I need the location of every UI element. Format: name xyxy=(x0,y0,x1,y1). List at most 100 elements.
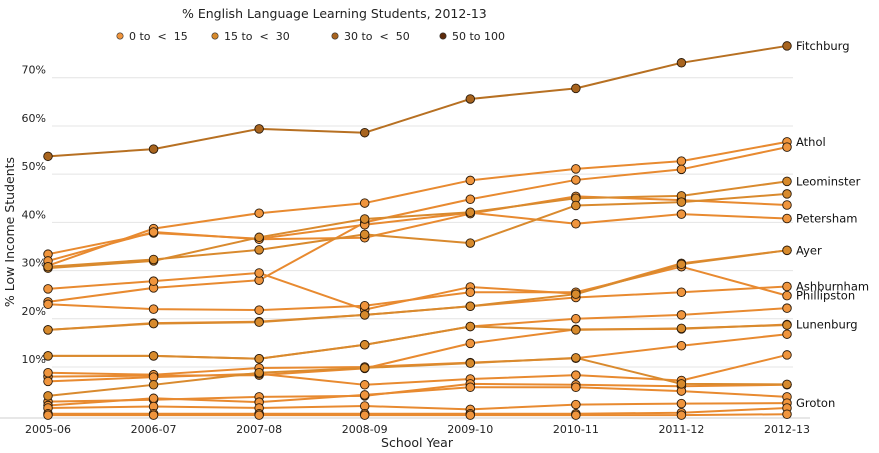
series-line xyxy=(47,356,788,397)
series-end-label: Lunenburg xyxy=(796,318,858,332)
data-point xyxy=(148,351,159,361)
data-point xyxy=(571,200,581,211)
series-end-label: Phillipston xyxy=(796,289,855,303)
x-tick-label: 2005-06 xyxy=(25,423,71,436)
legend-swatch xyxy=(116,32,124,40)
series-line xyxy=(47,353,788,386)
data-point xyxy=(782,213,792,224)
data-point xyxy=(571,370,581,380)
data-point xyxy=(254,268,264,278)
series-end-label: Leominster xyxy=(796,174,861,188)
data-point xyxy=(43,351,53,361)
series-lines xyxy=(47,44,788,417)
legend-swatch xyxy=(439,32,447,40)
data-point xyxy=(782,303,792,313)
legend-swatch xyxy=(331,32,339,40)
y-tick-label: 20% xyxy=(22,305,46,318)
data-point xyxy=(254,354,264,364)
data-point xyxy=(571,314,581,324)
y-tick-label: 60% xyxy=(22,112,46,125)
y-tick-label: 30% xyxy=(22,257,46,270)
data-point xyxy=(43,261,53,272)
data-point xyxy=(571,353,581,363)
series-end-label: Athol xyxy=(796,135,826,149)
x-tick-label: 2007-08 xyxy=(236,423,282,436)
data-point xyxy=(148,393,159,404)
x-tick-label: 2012-13 xyxy=(764,423,810,436)
data-point xyxy=(254,305,264,315)
data-point xyxy=(782,189,792,199)
data-point xyxy=(676,341,687,351)
series-line xyxy=(47,140,788,267)
x-tick-label: 2009-10 xyxy=(447,423,493,436)
data-point xyxy=(148,410,159,420)
data-point xyxy=(43,299,53,310)
series-line xyxy=(47,386,788,407)
data-point xyxy=(571,410,581,420)
y-tick-label: 40% xyxy=(22,208,46,221)
data-point xyxy=(571,83,581,94)
data-point xyxy=(571,399,581,410)
data-point xyxy=(782,281,792,292)
data-point xyxy=(676,58,687,68)
series-line xyxy=(48,406,788,415)
data-point xyxy=(148,380,159,390)
series-line xyxy=(47,44,788,158)
data-point xyxy=(359,340,370,350)
data-point xyxy=(359,390,370,400)
data-point xyxy=(359,363,370,373)
data-point xyxy=(148,144,159,154)
data-point xyxy=(571,219,581,229)
data-point xyxy=(571,289,581,299)
data-point xyxy=(676,398,687,409)
series-line xyxy=(47,211,788,256)
data-point xyxy=(465,382,476,392)
legend: % English Language Learning Students, 20… xyxy=(116,6,505,43)
data-point xyxy=(359,229,370,240)
data-point xyxy=(359,310,370,320)
data-point xyxy=(465,207,476,217)
data-point xyxy=(43,284,53,294)
data-point xyxy=(148,276,159,286)
data-point xyxy=(43,151,53,162)
data-point xyxy=(465,410,476,420)
x-axis-title: School Year xyxy=(381,435,454,450)
series-end-label: Ashburnham xyxy=(796,279,869,293)
series-line xyxy=(47,323,788,378)
data-point xyxy=(571,164,581,174)
data-point xyxy=(148,254,159,265)
data-point xyxy=(254,410,264,420)
legend-label: 0 to < 15 xyxy=(129,30,188,43)
data-point xyxy=(465,358,476,368)
data-point xyxy=(359,410,370,420)
data-point xyxy=(359,214,370,224)
legend-title: % English Language Learning Students, 20… xyxy=(182,6,487,21)
data-point xyxy=(782,142,792,152)
x-tick-label: 2008-09 xyxy=(342,423,388,436)
data-point xyxy=(676,310,687,320)
series-points xyxy=(43,41,792,420)
series-line xyxy=(47,195,788,262)
series-end-label: Petersham xyxy=(796,212,857,226)
data-point xyxy=(782,350,792,360)
series-line xyxy=(47,333,788,376)
data-point xyxy=(676,287,687,298)
data-point xyxy=(254,317,264,327)
data-point xyxy=(465,321,476,332)
data-point xyxy=(676,156,687,166)
data-point xyxy=(782,200,792,210)
data-point xyxy=(571,382,581,392)
data-point xyxy=(43,410,53,420)
series-end-label: Groton xyxy=(796,396,835,410)
series-line xyxy=(47,146,788,303)
data-point xyxy=(359,198,370,208)
data-point xyxy=(465,194,476,204)
series-line xyxy=(48,413,788,417)
series-line xyxy=(48,324,788,360)
data-point xyxy=(676,197,687,207)
data-point xyxy=(676,259,687,270)
data-point xyxy=(676,323,687,334)
data-point xyxy=(676,410,687,420)
